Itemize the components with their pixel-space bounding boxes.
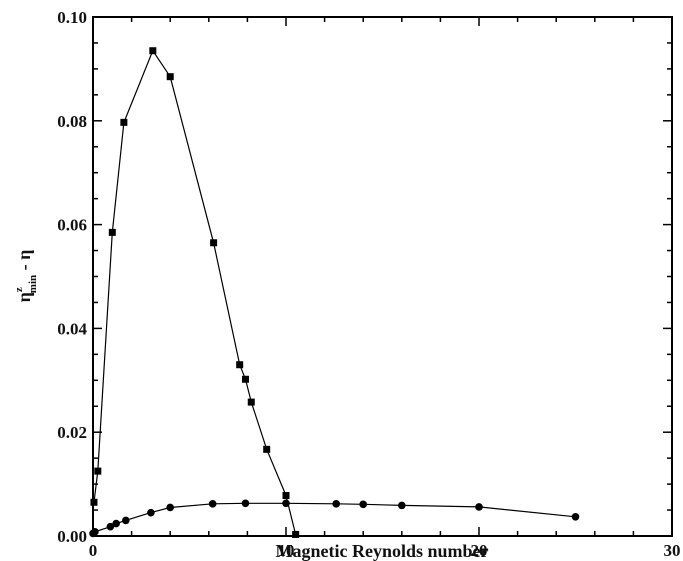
y-tick-label: 0.10 xyxy=(57,8,87,27)
data-point-square xyxy=(149,47,157,55)
data-point-circle xyxy=(147,508,155,517)
y-tick-label: 0.02 xyxy=(57,423,87,442)
data-point-circle xyxy=(122,516,130,525)
y-tick-label: 0.04 xyxy=(57,319,87,338)
x-tick-label: 20 xyxy=(471,541,488,560)
y-tick-label: 0.06 xyxy=(57,216,87,235)
series-line xyxy=(92,502,576,534)
y-tick-label: 0.00 xyxy=(57,527,87,546)
data-point-square xyxy=(241,375,249,383)
y-axis-title-base: η xyxy=(14,292,34,302)
data-point-square xyxy=(108,228,116,236)
y-axis-title-sup: z xyxy=(13,287,25,292)
data-point-circle xyxy=(106,522,115,531)
tick-labels: 0 10 20 30 0.00 0.02 0.04 0.06 0.08 0.10 xyxy=(57,8,680,560)
y-tick-label: 0.08 xyxy=(57,112,87,131)
data-point-circle xyxy=(91,528,99,536)
data-point-circle xyxy=(398,501,406,510)
series-square xyxy=(90,47,300,538)
plot-frame xyxy=(92,16,673,537)
y-axis-title-suffix: - η xyxy=(14,250,34,275)
data-point-square xyxy=(120,118,128,126)
y-axis-title: ηz min - η xyxy=(13,250,39,303)
data-point-circle xyxy=(475,503,483,511)
axis-ticks xyxy=(92,16,673,537)
x-tick-label: 0 xyxy=(89,541,98,560)
data-point-square xyxy=(94,467,102,475)
x-tick-label: 10 xyxy=(278,541,295,560)
data-point-square xyxy=(263,445,271,453)
series-circle xyxy=(89,499,580,538)
data-point-circle xyxy=(282,499,290,508)
data-point-square xyxy=(247,398,255,406)
y-axis-title-sub: min xyxy=(27,275,39,293)
data-point-circle xyxy=(208,500,217,508)
x-axis-title: Magnetic Reynolds number xyxy=(276,541,489,561)
data-point-circle xyxy=(112,519,120,528)
series-layer xyxy=(89,47,580,538)
data-point-square xyxy=(236,361,244,369)
data-point-circle xyxy=(241,499,250,508)
data-point-square xyxy=(282,492,290,500)
data-point-square xyxy=(90,498,98,506)
y-axis-title-group: ηz min - η xyxy=(13,250,39,303)
data-point-circle xyxy=(571,512,580,521)
data-point-circle xyxy=(332,500,340,508)
data-point-square xyxy=(292,530,300,538)
data-point-circle xyxy=(166,503,174,512)
data-point-circle xyxy=(359,500,368,509)
x-tick-label: 30 xyxy=(664,541,681,560)
data-point-square xyxy=(210,239,218,247)
data-point-square xyxy=(166,73,174,81)
